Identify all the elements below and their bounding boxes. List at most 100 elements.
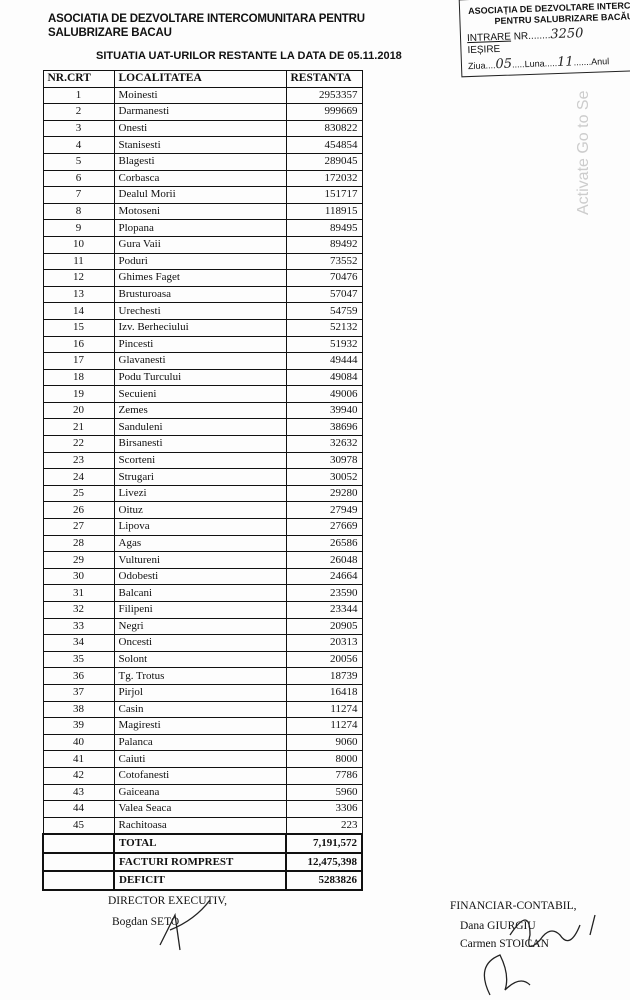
table-row: 40 Palanca 9060 [42, 733, 363, 752]
row-localitate: Tg. Trotus [113, 667, 287, 685]
row-restanta: 57047 [285, 285, 363, 304]
row-number: 27 [42, 518, 115, 536]
row-number: 21 [42, 418, 115, 437]
table-row: 44 Valea Seaca 3306 [42, 800, 363, 818]
row-number: 33 [42, 617, 115, 636]
table-row: 33 Negri 20905 [42, 617, 363, 636]
table-row: 12 Ghimes Faget 70476 [42, 269, 363, 287]
header-restanta: RESTANTA [285, 70, 363, 88]
row-number: 31 [42, 584, 115, 602]
row-localitate: Casin [113, 700, 287, 719]
row-localitate: Pirjol [113, 683, 287, 702]
table-row: 16 Pincesti 51932 [42, 335, 363, 354]
nr-value: 3250 [550, 26, 584, 43]
row-number: 18 [42, 368, 115, 387]
row-restanta: 30978 [285, 451, 363, 470]
table-row: 45 Rachitoasa 223 [42, 816, 363, 835]
row-number: 38 [42, 700, 115, 719]
table-row: 20 Zemes 39940 [42, 401, 363, 420]
row-number: 19 [42, 385, 115, 403]
table-header-row: NR.CRT LOCALITATEA RESTANTA [42, 70, 363, 88]
row-number: 29 [42, 551, 115, 569]
table-row: 26 Oituz 27949 [42, 501, 363, 520]
row-number: 28 [42, 534, 115, 553]
row-localitate: Odobesti [113, 567, 287, 586]
row-localitate: Agas [113, 534, 287, 553]
row-number: 14 [42, 302, 115, 320]
table-row: 34 Oncesti 20313 [42, 634, 363, 652]
row-number: 9 [42, 219, 115, 237]
row-number: 36 [42, 667, 115, 685]
summary-label: TOTAL [113, 833, 287, 854]
table-row: 38 Casin 11274 [42, 700, 363, 719]
row-localitate: Valea Seaca [113, 800, 287, 818]
row-number: 42 [42, 766, 115, 785]
row-localitate: Filipeni [113, 601, 287, 619]
row-number: 34 [42, 634, 115, 652]
table-row: 5 Blagesti 289045 [42, 152, 363, 171]
ziua-value: 05 [495, 56, 513, 73]
row-localitate: Pincesti [113, 335, 287, 354]
row-localitate: Moinesti [113, 86, 287, 105]
row-number: 37 [42, 683, 115, 702]
row-restanta: 454854 [285, 136, 363, 154]
table-row: 2 Darmanesti 999669 [42, 103, 363, 121]
row-localitate: Ghimes Faget [113, 269, 287, 287]
document-title: ASOCIATIA DE DEZVOLTARE INTERCOMUNITARA … [48, 13, 365, 39]
row-restanta: 223 [285, 816, 363, 835]
row-localitate: Vultureni [113, 551, 287, 569]
summary-label: DEFICIT [113, 870, 287, 891]
row-localitate: Magiresti [113, 717, 287, 735]
row-restanta: 89495 [285, 219, 363, 237]
row-localitate: Darmanesti [113, 103, 287, 121]
row-restanta: 16418 [285, 683, 363, 702]
row-localitate: Corbasca [113, 169, 287, 188]
row-restanta: 7786 [285, 766, 363, 785]
table-row: 42 Cotofanesti 7786 [42, 766, 363, 785]
row-localitate: Lipova [113, 518, 287, 536]
table-row: 37 Pirjol 16418 [42, 683, 363, 702]
row-number: 1 [42, 86, 115, 105]
row-localitate: Dealul Morii [113, 186, 287, 204]
table-row: 22 Birsanesti 32632 [42, 435, 363, 453]
document-subtitle: SITUATIA UAT-URILOR RESTANTE LA DATA DE … [96, 50, 402, 62]
row-restanta: 172032 [285, 169, 363, 188]
table-row: 19 Secuieni 49006 [42, 385, 363, 403]
row-restanta: 52132 [285, 318, 363, 337]
row-restanta: 20056 [285, 650, 363, 669]
row-number: 20 [42, 401, 115, 420]
director-title: DIRECTOR EXECUTIV, [108, 895, 228, 907]
row-number: 16 [42, 335, 115, 354]
table-row: 39 Magiresti 11274 [42, 717, 363, 735]
row-number: 8 [42, 202, 115, 221]
row-localitate: Zemes [113, 401, 287, 420]
row-number: 10 [42, 235, 115, 254]
row-number: 12 [42, 269, 115, 287]
table-row: 24 Strugari 30052 [42, 468, 363, 486]
row-restanta: 3306 [285, 800, 363, 818]
summary-value: 12,475,398 [285, 851, 363, 873]
row-number: 44 [42, 800, 115, 818]
restante-table: NR.CRT LOCALITATEA RESTANTA 1 Moinesti 29 5… [42, 70, 363, 891]
row-restanta: 27949 [285, 501, 363, 520]
row-localitate: Podu Turcului [113, 368, 287, 387]
financiar-title: FINANCIAR-CONTABIL, [450, 900, 577, 912]
row-restanta: 30052 [285, 468, 363, 486]
row-restanta: 89492 [285, 235, 363, 254]
row-localitate: Plopana [113, 219, 287, 237]
table-row: 17 Glavanesti 49444 [42, 352, 363, 370]
row-restanta: 118915 [285, 202, 363, 221]
row-number: 41 [42, 750, 115, 768]
row-restanta: 70476 [285, 269, 363, 287]
stamp-iesire: IEȘIRE [467, 43, 501, 57]
row-number: 3 [42, 119, 115, 138]
row-restanta: 24664 [285, 567, 363, 586]
row-localitate: Oncesti [113, 634, 287, 652]
table-row: 27 Lipova 27669 [42, 518, 363, 536]
row-number: 5 [42, 152, 115, 171]
row-number: 6 [42, 169, 115, 188]
summary-row: DEFICIT 5283826 [42, 870, 363, 891]
row-localitate: Blagesti [113, 152, 287, 171]
row-localitate: Motoseni [113, 202, 287, 221]
